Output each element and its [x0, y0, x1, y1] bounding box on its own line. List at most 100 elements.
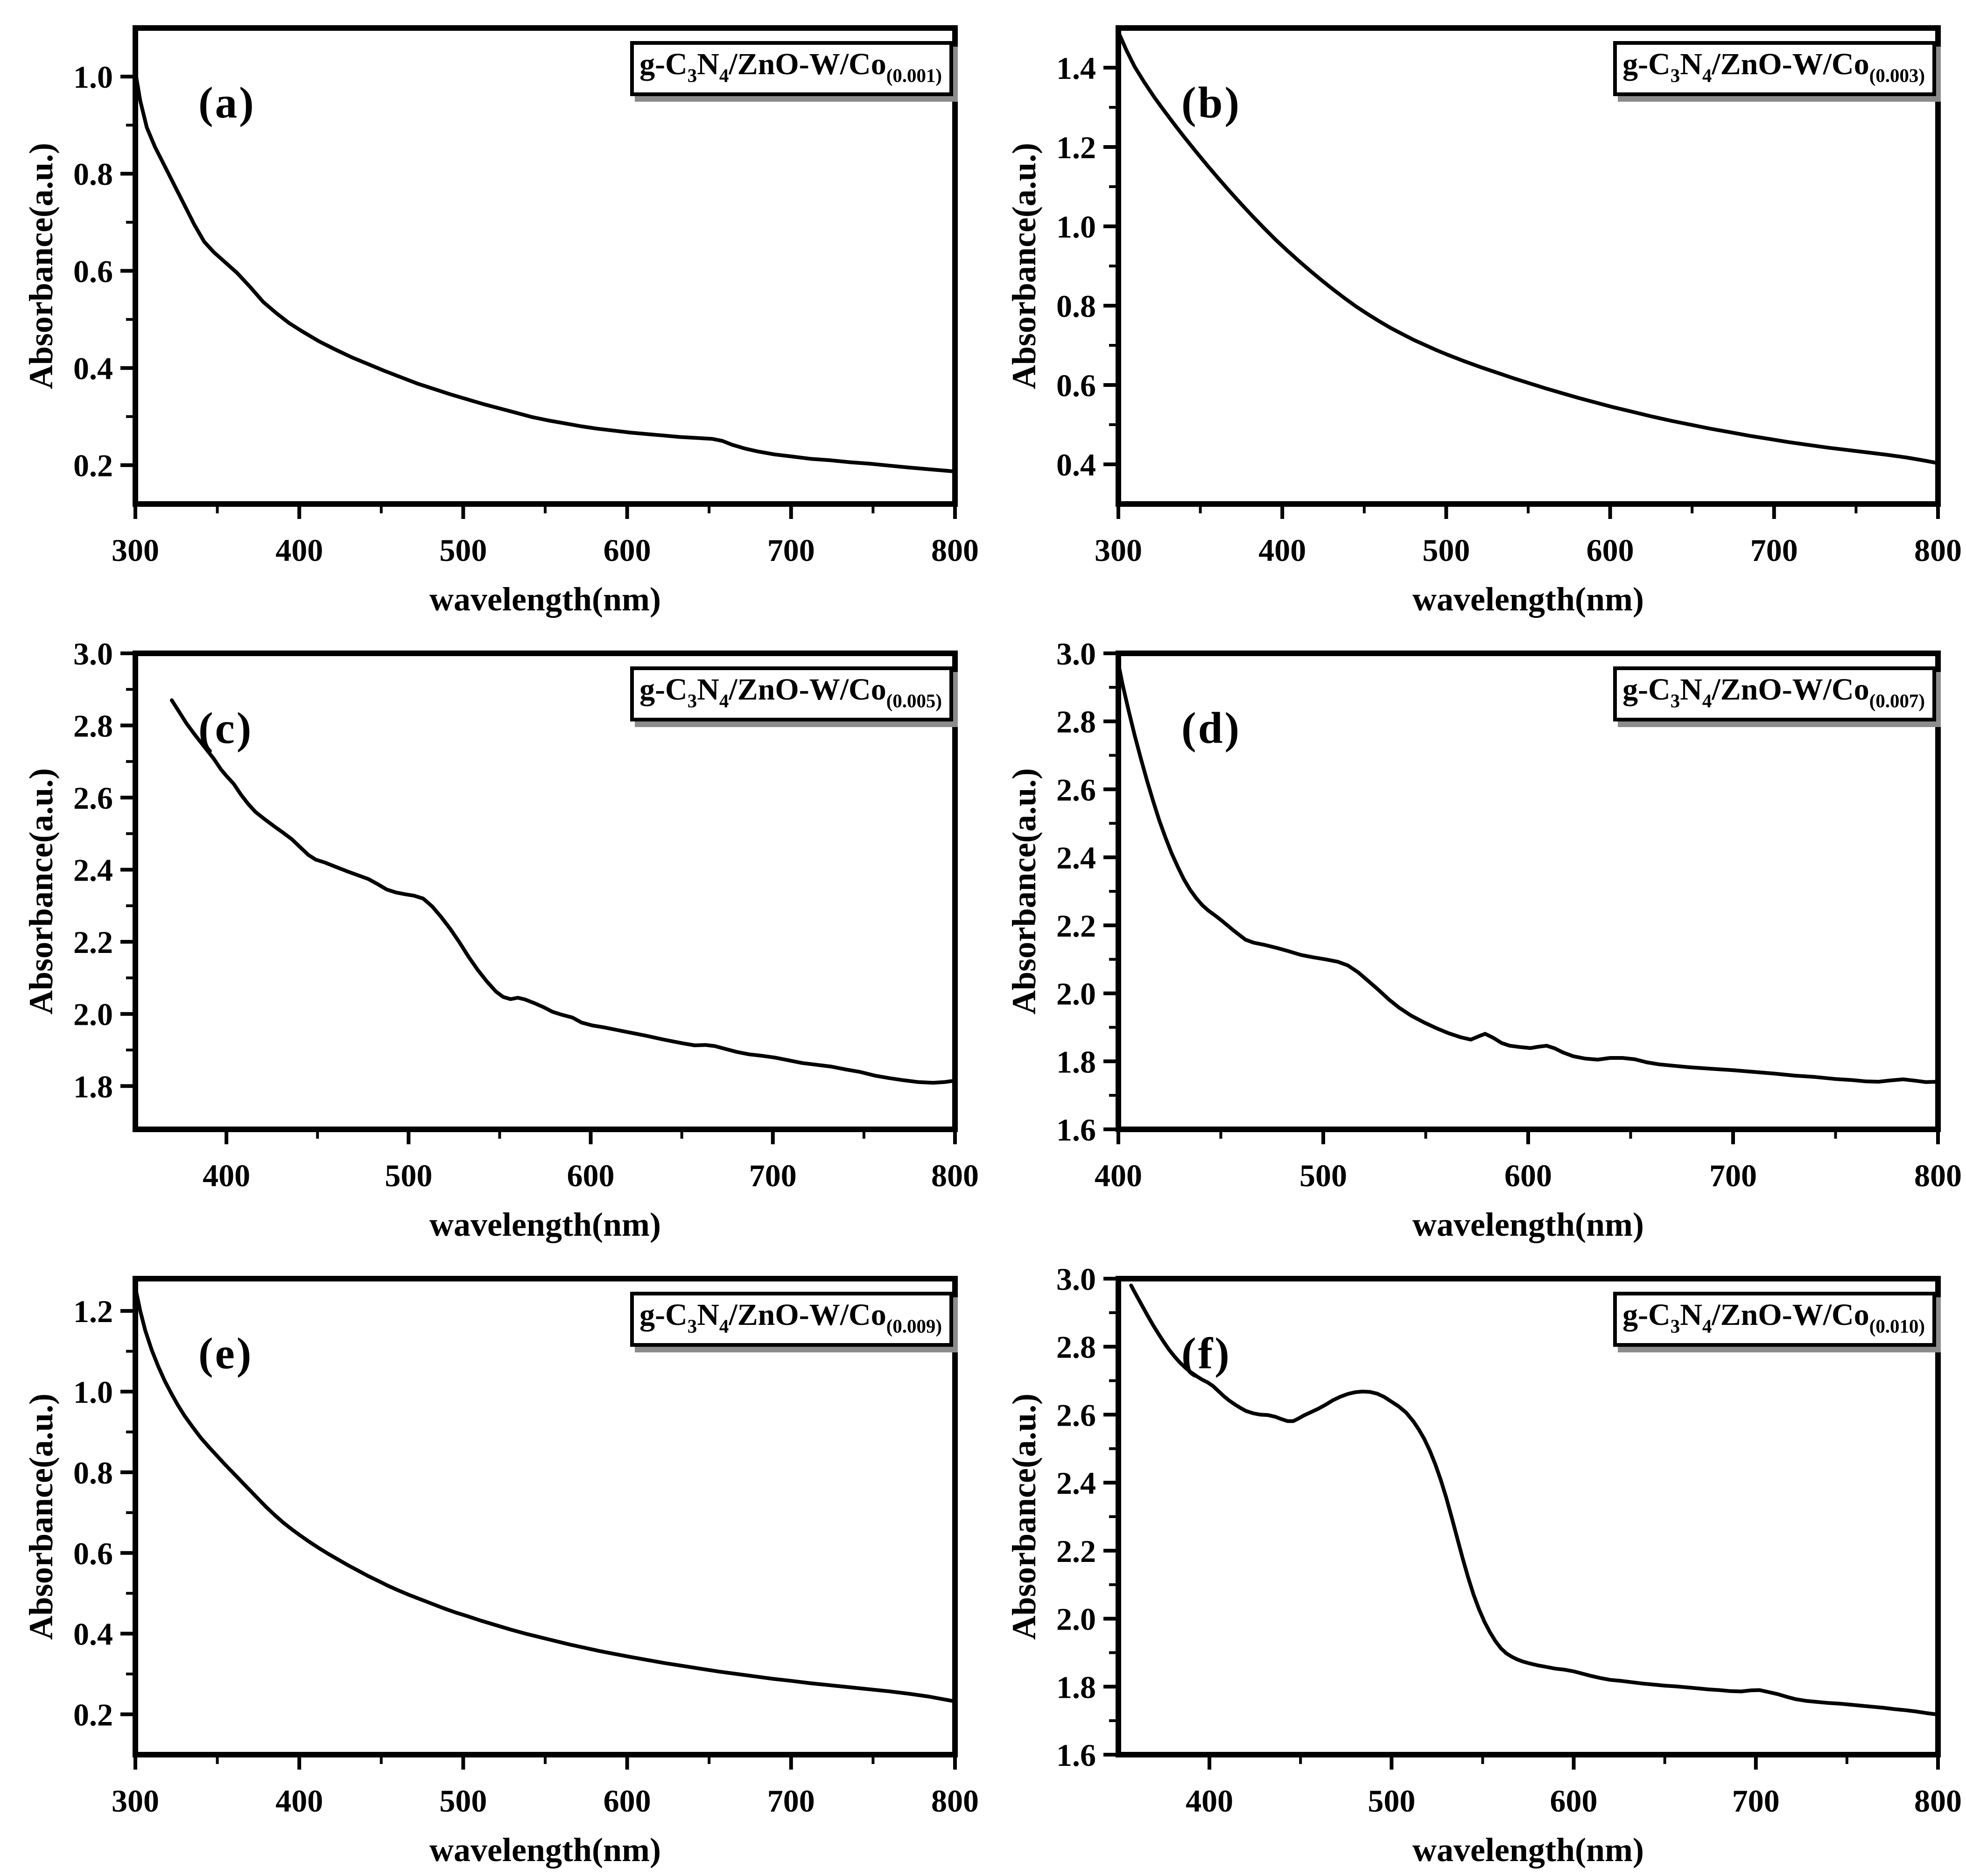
legend-text-segment: g-C — [639, 672, 688, 707]
legend-text-segment: g-C — [1622, 47, 1671, 81]
y-axis-tick-label: 1.0 — [73, 59, 113, 95]
panel-letter: (b) — [1181, 78, 1242, 127]
y-axis-tick-label: 3.0 — [1056, 636, 1096, 672]
y-axis-tick-label: 2.0 — [1056, 1602, 1096, 1637]
x-axis-tick-label: 400 — [1258, 532, 1306, 568]
legend-subscript: 4 — [1702, 65, 1712, 86]
x-axis-tick-label: 400 — [275, 532, 323, 568]
y-axis-tick-label: 2.2 — [73, 924, 113, 960]
panel-letter: (d) — [1181, 703, 1242, 753]
legend-text-segment: /ZnO-W/Co — [729, 672, 886, 707]
legend-subscript: (0.005) — [886, 690, 942, 712]
y-axis-tick-label: 0.4 — [73, 351, 113, 386]
y-axis-tick-label: 1.0 — [1056, 209, 1096, 245]
panel-letter: (e) — [198, 1329, 253, 1378]
spectrum-panel: 400 500 600 700 800 1.6 1.8 2.0 2.2 2.4 2.6 2.8 3.0 w… — [983, 1251, 1966, 1876]
legend-label: g-C3N4/ZnO-W/Co(0.003) — [1622, 47, 1925, 86]
x-axis-tick-label: 600 — [604, 1783, 651, 1819]
plot-frame — [1116, 1276, 1941, 1757]
spectrum-curve — [133, 70, 957, 474]
y-axis-tick-label: 2.2 — [1056, 1533, 1096, 1569]
x-axis-title: wavelength(nm) — [1412, 1831, 1644, 1869]
y-axis-tick-label: 0.8 — [73, 156, 113, 192]
legend-text-segment: g-C — [639, 47, 688, 81]
y-axis-tick-label: 0.6 — [73, 253, 113, 289]
legend-subscript: 3 — [687, 1316, 697, 1337]
legend-box: g-C3N4/ZnO-W/Co(0.005) — [630, 666, 953, 722]
y-axis-title: Absorbance(a.u.) — [1005, 1393, 1043, 1640]
legend-subscript: 3 — [1670, 65, 1680, 86]
spectrum-curve — [1116, 30, 1940, 465]
legend-text-segment: N — [1680, 672, 1702, 707]
x-axis-tick-label: 300 — [112, 532, 159, 568]
x-axis-tick-label: 700 — [1750, 532, 1798, 568]
x-axis-tick-label: 500 — [439, 1783, 487, 1819]
legend-subscript: (0.009) — [886, 1316, 942, 1337]
plot-frame — [1116, 25, 1941, 507]
y-axis-tick-label: 1.4 — [1056, 50, 1096, 86]
legend-subscript: 3 — [1670, 1316, 1680, 1337]
y-axis-title: Absorbance(a.u.) — [1005, 768, 1043, 1015]
x-axis-tick-label: 700 — [1732, 1783, 1780, 1819]
y-axis-tick-label: 0.4 — [1056, 447, 1096, 483]
legend-text-segment: /ZnO-W/Co — [729, 1298, 886, 1332]
plot-svg: 400 500 600 700 800 1.6 1.8 2.0 2.2 2.4 2.6 2.8 3.0 w… — [1005, 1261, 1962, 1869]
legend-subscript: 4 — [719, 1316, 729, 1337]
spectrum-panel: 400 500 600 700 800 1.6 1.8 2.0 2.2 2.4 2.6 2.8 3.0 w… — [983, 625, 1966, 1251]
y-axis-tick-label: 1.8 — [73, 1069, 113, 1104]
x-axis-title: wavelength(nm) — [1412, 581, 1644, 618]
y-axis-tick-label: 2.2 — [1056, 908, 1096, 944]
legend-text-segment: g-C — [1622, 1298, 1671, 1332]
panel-letter: (c) — [198, 703, 253, 753]
x-axis-tick-label: 300 — [1095, 532, 1142, 568]
spectrum-panel: 300 400 500 600 700 800 0.2 0.4 0.6 0.8 1.0 wavelen… — [0, 0, 983, 625]
legend-subscript: 3 — [1670, 690, 1680, 712]
legend-box: g-C3N4/ZnO-W/Co(0.003) — [1613, 41, 1936, 97]
legend-subscript: (0.007) — [1869, 690, 1925, 712]
legend-text-segment: /ZnO-W/Co — [729, 47, 886, 81]
y-axis-tick-label: 0.6 — [1056, 368, 1096, 403]
legend-text-segment: /ZnO-W/Co — [1712, 47, 1869, 81]
x-axis-tick-label: 500 — [385, 1158, 432, 1193]
legend-text-segment: /ZnO-W/Co — [1712, 672, 1869, 707]
y-axis-title: Absorbance(a.u.) — [1005, 143, 1043, 389]
y-axis-tick-label: 0.8 — [73, 1455, 113, 1491]
y-axis-tick-label: 0.8 — [1056, 288, 1096, 324]
y-axis-tick-label: 2.8 — [73, 708, 113, 744]
legend-label: g-C3N4/ZnO-W/Co(0.007) — [1622, 672, 1925, 711]
plot-svg: 400 500 600 700 800 1.6 1.8 2.0 2.2 2.4 2.6 2.8 3.0 w… — [1005, 636, 1962, 1243]
y-axis-tick-label: 2.4 — [1056, 840, 1096, 875]
y-axis-tick-label: 2.6 — [1056, 772, 1096, 807]
legend-subscript: 4 — [719, 690, 729, 712]
legend-label: g-C3N4/ZnO-W/Co(0.001) — [639, 47, 942, 86]
plot-svg: 300 400 500 600 700 800 0.2 0.4 0.6 0.8 1.0 1.2 wave… — [22, 1276, 979, 1869]
y-axis-tick-label: 1.6 — [1056, 1737, 1096, 1773]
spectrum-panel: 300 400 500 600 700 800 0.4 0.6 0.8 1.0 1.2 1.4 wave… — [983, 0, 1966, 625]
plot-svg: 300 400 500 600 700 800 0.2 0.4 0.6 0.8 1.0 wavelen… — [22, 25, 979, 618]
x-axis-tick-label: 500 — [439, 532, 487, 568]
legend-text-segment: g-C — [1622, 672, 1671, 707]
x-axis-tick-label: 800 — [931, 1783, 979, 1819]
y-axis-tick-label: 1.8 — [1056, 1669, 1096, 1705]
spectrum-curve — [1129, 1283, 1940, 1716]
x-axis-tick-label: 800 — [1914, 1783, 1962, 1819]
y-axis-tick-label: 1.2 — [73, 1294, 113, 1329]
plot-svg: 300 400 500 600 700 800 0.4 0.6 0.8 1.0 1.2 1.4 wave… — [1005, 25, 1962, 618]
legend-label: g-C3N4/ZnO-W/Co(0.005) — [639, 672, 942, 711]
plot-frame — [133, 651, 958, 1132]
legend-subscript: 4 — [1702, 1316, 1712, 1337]
legend-text-segment: /ZnO-W/Co — [1712, 1298, 1869, 1332]
legend-subscript: 3 — [687, 65, 697, 86]
panel-letter: (a) — [198, 78, 256, 127]
y-axis-tick-label: 2.8 — [1056, 1330, 1096, 1365]
legend-box: g-C3N4/ZnO-W/Co(0.007) — [1613, 666, 1936, 722]
panel-letter: (f) — [1181, 1329, 1231, 1378]
x-axis-title: wavelength(nm) — [1412, 1206, 1644, 1243]
y-axis-tick-label: 2.6 — [73, 780, 113, 816]
x-axis-tick-label: 500 — [1368, 1783, 1415, 1819]
x-axis-title: wavelength(nm) — [429, 581, 661, 618]
x-axis-tick-label: 700 — [767, 532, 815, 568]
y-axis-tick-label: 1.8 — [1056, 1044, 1096, 1079]
spectrum-curve — [170, 698, 957, 1085]
